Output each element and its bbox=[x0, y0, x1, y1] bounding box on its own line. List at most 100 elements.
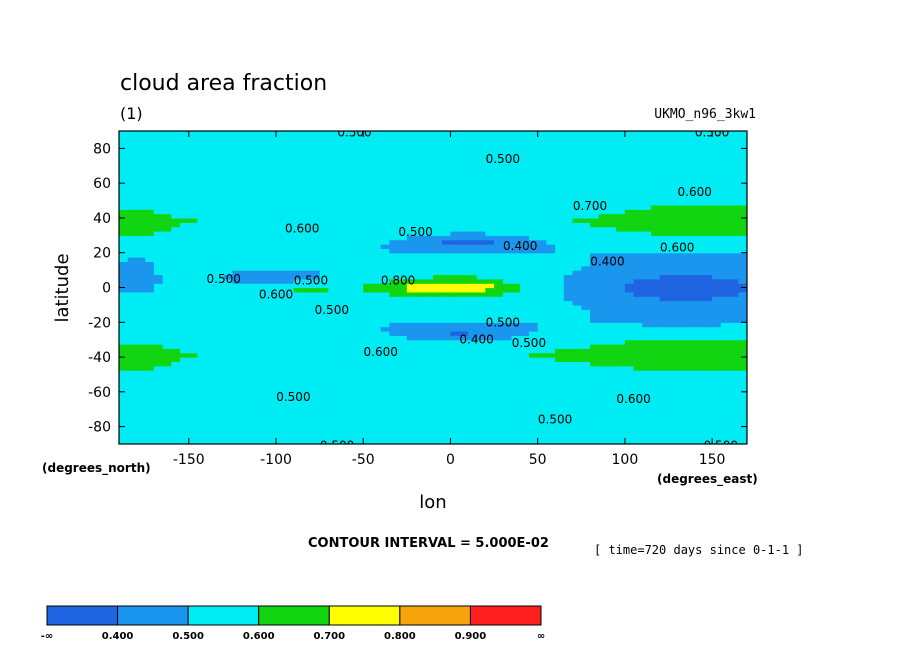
field-cell bbox=[197, 283, 207, 289]
field-cell bbox=[337, 417, 347, 423]
field-cell bbox=[485, 313, 495, 319]
field-cell bbox=[136, 161, 146, 167]
field-cell bbox=[459, 300, 469, 306]
field-cell bbox=[171, 300, 181, 306]
field-cell bbox=[119, 196, 129, 202]
field-cell bbox=[581, 222, 591, 228]
field-cell bbox=[581, 300, 591, 306]
field-cell bbox=[302, 374, 312, 380]
field-cell bbox=[354, 400, 364, 406]
field-cell bbox=[494, 287, 504, 293]
field-cell bbox=[319, 274, 329, 280]
field-cell bbox=[494, 326, 504, 332]
field-cell bbox=[433, 426, 443, 432]
field-cell bbox=[546, 361, 556, 367]
field-cell bbox=[467, 291, 478, 297]
field-cell bbox=[162, 248, 172, 254]
field-cell bbox=[476, 209, 486, 215]
field-cell bbox=[188, 235, 199, 241]
field-cell bbox=[258, 344, 268, 349]
field-cell bbox=[284, 183, 295, 189]
field-cell bbox=[398, 170, 408, 176]
field-cell bbox=[302, 404, 312, 410]
field-cell bbox=[415, 157, 425, 163]
field-cell bbox=[424, 230, 434, 236]
field-cell bbox=[162, 391, 172, 397]
field-cell bbox=[241, 174, 251, 180]
field-cell bbox=[284, 209, 295, 215]
field-cell bbox=[476, 313, 486, 319]
field-cell bbox=[555, 291, 565, 297]
field-cell bbox=[284, 157, 295, 163]
field-cell bbox=[127, 157, 138, 163]
field-cell bbox=[511, 161, 521, 167]
field-cell bbox=[607, 244, 617, 249]
field-cell bbox=[162, 365, 172, 371]
field-cell bbox=[459, 344, 469, 349]
field-cell bbox=[581, 265, 591, 271]
field-cell bbox=[651, 257, 661, 263]
field-cell bbox=[502, 230, 513, 236]
field-cell bbox=[214, 213, 225, 219]
field-cell bbox=[720, 365, 731, 371]
field-cell bbox=[371, 144, 382, 149]
field-cell bbox=[424, 361, 434, 367]
field-cell bbox=[371, 300, 382, 306]
field-cell bbox=[371, 170, 382, 176]
field-cell bbox=[345, 391, 356, 397]
field-cell bbox=[677, 439, 687, 444]
field-cell bbox=[546, 217, 556, 223]
field-cell bbox=[241, 361, 251, 367]
field-cell bbox=[712, 226, 722, 232]
field-cell bbox=[659, 365, 670, 371]
field-cell bbox=[241, 317, 251, 323]
field-cell bbox=[223, 304, 233, 310]
field-cell bbox=[668, 439, 678, 444]
field-cell bbox=[363, 157, 373, 163]
field-cell bbox=[485, 304, 495, 310]
field-cell bbox=[171, 409, 181, 415]
field-cell bbox=[555, 317, 565, 323]
field-cell bbox=[528, 396, 539, 402]
field-cell bbox=[703, 200, 713, 206]
field-cell bbox=[685, 378, 696, 384]
field-cell bbox=[241, 148, 251, 154]
field-cell bbox=[145, 148, 155, 154]
field-cell bbox=[293, 370, 303, 376]
field-cell bbox=[337, 226, 347, 232]
field-cell bbox=[651, 213, 661, 219]
field-cell bbox=[624, 213, 635, 219]
field-cell bbox=[528, 344, 539, 349]
field-cell bbox=[258, 191, 268, 197]
field-cell bbox=[685, 187, 696, 193]
field-cell bbox=[267, 313, 277, 319]
field-cell bbox=[590, 152, 600, 158]
field-cell bbox=[502, 439, 513, 444]
field-cell bbox=[380, 439, 390, 444]
field-cell bbox=[563, 270, 574, 276]
field-cell bbox=[214, 278, 225, 284]
field-cell bbox=[337, 144, 347, 149]
field-cell bbox=[319, 261, 329, 267]
field-cell bbox=[555, 235, 565, 241]
field-cell bbox=[197, 430, 207, 436]
field-cell bbox=[345, 400, 356, 406]
field-cell bbox=[555, 287, 565, 293]
field-cell bbox=[249, 417, 260, 423]
field-cell bbox=[528, 152, 539, 158]
field-cell bbox=[267, 426, 277, 432]
field-cell bbox=[685, 157, 696, 163]
field-cell bbox=[459, 213, 469, 219]
field-cell bbox=[145, 378, 155, 384]
field-cell bbox=[188, 278, 199, 284]
field-cell bbox=[677, 291, 687, 297]
field-cell bbox=[267, 326, 277, 332]
field-cell bbox=[712, 196, 722, 202]
field-cell bbox=[398, 300, 408, 306]
field-cell bbox=[232, 131, 242, 136]
field-cell bbox=[633, 230, 643, 236]
field-cell bbox=[153, 296, 164, 302]
field-cell bbox=[389, 244, 399, 249]
field-cell bbox=[197, 330, 207, 336]
field-cell bbox=[293, 391, 303, 397]
